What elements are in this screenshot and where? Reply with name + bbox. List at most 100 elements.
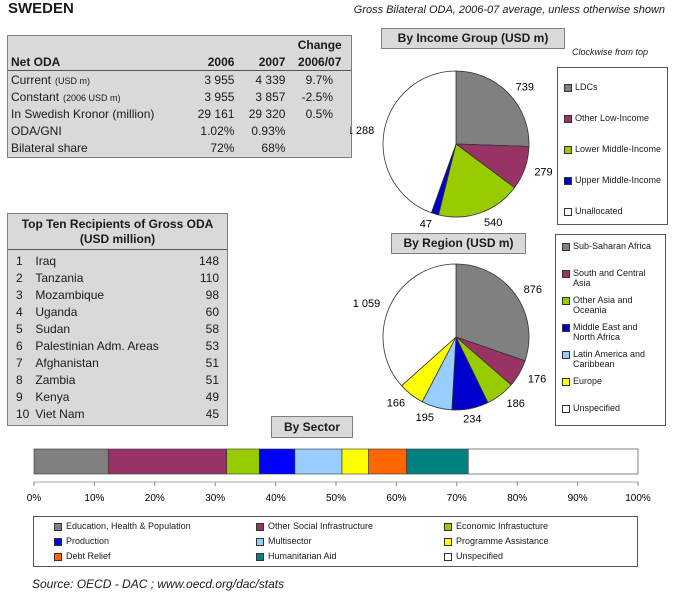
pie-value-label: 1 059	[353, 298, 381, 310]
sector-legend-item: Other Social Infrastructure	[256, 521, 373, 531]
recipient-name: Zambia	[35, 372, 76, 387]
legend-label: Other Asia and Oceania	[573, 295, 633, 315]
net-oda-label: Constant (2006 USD m)	[8, 88, 186, 105]
net-oda-header-row-2: Net ODA 2006 2007 2006/07	[8, 53, 351, 71]
income-group-pie: 739 279 540 47 1 288	[350, 70, 553, 230]
legend-label: Other Low-Income	[575, 113, 650, 123]
legend-label: Multisector	[268, 536, 312, 546]
legend-swatch	[562, 378, 570, 386]
recipient-name: Iraq	[35, 253, 57, 268]
net-oda-label: ODA/GNI	[8, 122, 186, 139]
header-2007: 2007	[237, 53, 289, 71]
recipient-value: 60	[205, 304, 219, 319]
header-net-oda: Net ODA	[8, 53, 187, 71]
legend-label: Economic Infrastucture	[456, 521, 549, 531]
legend-swatch	[564, 115, 572, 123]
legend-item: Unspecified	[562, 403, 662, 413]
sector-bar-segment	[258, 448, 296, 475]
source-note: Source: OECD - DAC ; www.oecd.org/dac/st…	[32, 577, 285, 591]
legend-item: Upper Middle-Income	[564, 175, 664, 185]
sector-bar-segment	[107, 448, 227, 475]
net-oda-2007-text: 3 857	[255, 89, 286, 104]
net-oda-2007-text: 0.93%	[251, 123, 286, 138]
net-oda-label-text: Current	[11, 72, 52, 87]
net-oda-row: ODA/GNI 1.02% 0.93%	[8, 122, 351, 139]
region-title: By Region (USD m)	[391, 233, 526, 254]
legend-item: Lower Middle-Income	[564, 144, 664, 154]
net-oda-label-text: Constant	[11, 89, 60, 104]
recipient-row: 4 Uganda 60	[8, 303, 227, 320]
recipient-rank: 6	[16, 338, 23, 353]
pie-value-label: 186	[506, 398, 524, 410]
recipient-row: 7 Afghanistan 51	[8, 354, 227, 371]
sector-legend-item: Production	[54, 536, 109, 546]
x-tick-label: 20%	[145, 493, 165, 504]
header-change-period: 2006/07	[288, 53, 351, 71]
x-tick-label: 80%	[507, 493, 527, 504]
x-tick-label: 30%	[205, 493, 225, 504]
recipient-rank: 1	[16, 253, 23, 268]
x-tick-label: 0%	[27, 493, 42, 504]
net-oda-2006-text: 72%	[210, 140, 235, 155]
pie-slice-lower-middle-income	[438, 143, 516, 218]
net-oda-row: Current (USD m) 3 955 4 339 9.7%	[8, 71, 351, 89]
legend-swatch	[256, 553, 264, 561]
net-oda-change: -2.5%	[288, 88, 351, 105]
recipient-row: 3 Mozambique 98	[8, 286, 227, 303]
report-subtitle: Gross Bilateral ODA, 2006-07 average, un…	[353, 4, 665, 16]
legend-label: Production	[66, 536, 110, 546]
net-oda-change-text: 0.5%	[305, 106, 333, 121]
net-oda-2006: 72%	[186, 139, 237, 156]
pie-value-label: 876	[524, 284, 542, 296]
recipient-row: 10 Viet Nam 45	[8, 405, 227, 422]
legend-item: Europe	[562, 376, 662, 386]
legend-swatch	[444, 538, 452, 546]
net-oda-label: In Swedish Kronor (million)	[8, 105, 186, 122]
recipient-row: 1 Iraq 148	[8, 252, 227, 269]
sector-legend-item: Programme Assistance	[444, 536, 549, 546]
pie-value-label: 176	[528, 374, 546, 386]
net-oda-table: Change Net ODA 2006 2007 2006/07 Current…	[7, 35, 352, 158]
legend-swatch	[256, 538, 264, 546]
legend-swatch	[54, 538, 62, 546]
legend-swatch	[564, 84, 572, 92]
recipients-grid: 1 Iraq 148 2 Tanzania 110 3 Mozambique 98 4 Uganda…	[8, 252, 227, 422]
sector-bar-segment	[294, 448, 343, 475]
net-oda-label-text: Bilateral share	[11, 140, 88, 155]
sector-bar-segment	[226, 448, 260, 475]
net-oda-row: In Swedish Kronor (million) 29 161 29 320 0…	[8, 105, 351, 122]
recipient-value: 148	[198, 253, 219, 268]
net-oda-2006: 1.02%	[186, 122, 237, 139]
recipients-rows: 1 Iraq 148 2 Tanzania 110 3 Mozambique 98 4 Uganda…	[8, 252, 227, 422]
legend-swatch	[564, 146, 572, 154]
legend-swatch	[444, 523, 452, 531]
recipient-row: 9 Kenya 49	[8, 388, 227, 405]
sector-bar-segment	[406, 448, 469, 475]
legend-swatch	[54, 553, 62, 561]
legend-label: Latin America and Caribbean	[573, 349, 646, 369]
recipient-rank: 4	[16, 304, 23, 319]
recipient-rank: 9	[16, 389, 23, 404]
net-oda-rows: Current (USD m) 3 955 4 339 9.7% Constant (200…	[8, 71, 351, 157]
net-oda-unit: (2006 USD m)	[63, 92, 121, 103]
header-2006: 2006	[186, 53, 238, 71]
pie-slice-unspecified	[382, 263, 457, 387]
legend-label: Unspecified	[456, 551, 504, 561]
net-oda-label: Bilateral share	[8, 139, 186, 156]
legend-label: Middle East and North Africa	[573, 322, 638, 342]
x-tick-label: 90%	[568, 493, 588, 504]
net-oda-label-text: In Swedish Kronor (million)	[11, 106, 155, 121]
legend-swatch	[564, 208, 572, 216]
sector-legend-item: Economic Infrastucture	[444, 521, 548, 531]
net-oda-unit: (USD m)	[55, 75, 91, 86]
legend-swatch	[562, 405, 570, 413]
sector-bar-segment	[368, 448, 407, 475]
net-oda-2006-text: 1.02%	[200, 123, 235, 138]
top-recipients-table: Top Ten Recipients of Gross ODA (USD mil…	[7, 213, 228, 426]
legend-label: Debt Relief	[66, 551, 111, 561]
pie-slice-sub-saharan-africa	[455, 263, 530, 362]
recipient-row: 6 Palestinian Adm. Areas 53	[8, 337, 227, 354]
pie-value-label: 234	[463, 413, 481, 425]
legend-swatch	[562, 324, 570, 332]
net-oda-change-text: 9.7%	[305, 72, 333, 87]
